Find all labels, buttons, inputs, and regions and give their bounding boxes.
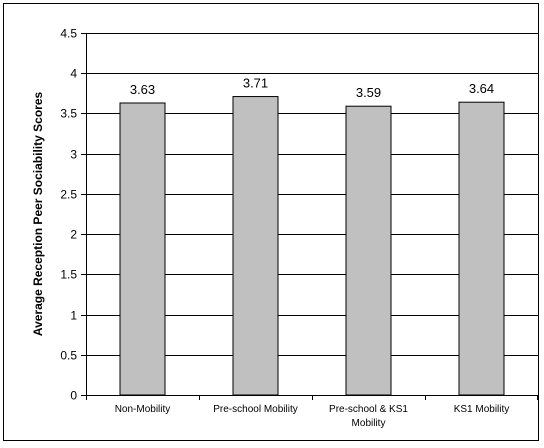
- value-labels: 3.63 3.71 3.59 3.64: [130, 76, 494, 101]
- x-tick-label: Pre-school & KS1: [329, 404, 408, 415]
- y-axis-label: Average Reception Peer Sociability Score…: [31, 92, 45, 337]
- x-tick-label: Pre-school Mobility: [213, 404, 297, 415]
- y-tick-label: 3.5: [60, 107, 77, 121]
- y-tick-label: 2.5: [60, 188, 77, 202]
- data-label: 3.71: [243, 76, 268, 91]
- bars: [119, 96, 505, 396]
- data-label: 3.63: [130, 82, 155, 97]
- bar: [232, 96, 279, 396]
- chart-frame: [3, 3, 539, 441]
- y-tick-label: 2: [70, 228, 77, 242]
- y-tick-label: 4: [70, 67, 77, 81]
- y-tick-label: 1: [70, 309, 77, 323]
- data-label: 3.64: [469, 81, 494, 96]
- y-tick-label: 1.5: [60, 268, 77, 282]
- x-tick-label: Mobility: [352, 418, 386, 429]
- x-category-labels: Non-Mobility Pre-school Mobility Pre-schoo…: [115, 404, 510, 429]
- x-tick-label: Non-Mobility: [115, 404, 171, 415]
- bar: [458, 101, 505, 396]
- y-tick-label: 0: [70, 389, 77, 403]
- y-tick-label: 4.5: [60, 27, 77, 41]
- y-tick-label: 0.5: [60, 349, 77, 363]
- x-tick-label: KS1 Mobility: [454, 404, 510, 415]
- axes: [81, 33, 538, 400]
- bar: [119, 102, 166, 396]
- y-tick-label: 3: [70, 148, 77, 162]
- bar: [345, 105, 392, 396]
- data-label: 3.59: [356, 85, 381, 100]
- y-tick-labels: 0 0.5 1 1.5 2 2.5 3 3.5 4 4.5: [60, 27, 77, 403]
